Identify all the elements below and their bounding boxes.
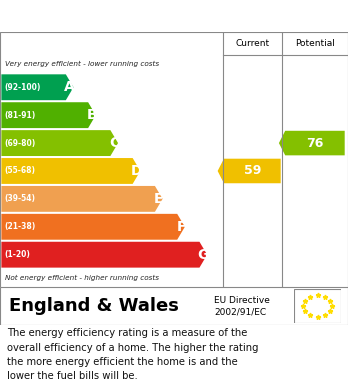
Text: A: A xyxy=(64,80,75,94)
Text: The energy efficiency rating is a measure of the
overall efficiency of a home. T: The energy efficiency rating is a measur… xyxy=(7,328,259,382)
Text: Energy Efficiency Rating: Energy Efficiency Rating xyxy=(9,9,230,23)
Text: (21-38): (21-38) xyxy=(4,222,35,231)
Text: (81-91): (81-91) xyxy=(4,111,35,120)
Polygon shape xyxy=(1,102,96,128)
Text: (92-100): (92-100) xyxy=(4,83,41,92)
Text: D: D xyxy=(131,164,142,178)
Polygon shape xyxy=(1,214,185,240)
Text: F: F xyxy=(176,220,186,234)
Text: E: E xyxy=(154,192,164,206)
Text: (39-54): (39-54) xyxy=(4,194,35,203)
Text: Potential: Potential xyxy=(295,39,335,48)
Polygon shape xyxy=(1,186,163,212)
Text: Not energy efficient - higher running costs: Not energy efficient - higher running co… xyxy=(5,275,159,281)
Text: EU Directive
2002/91/EC: EU Directive 2002/91/EC xyxy=(214,296,270,316)
Text: G: G xyxy=(198,248,209,262)
Polygon shape xyxy=(1,130,118,156)
Text: (1-20): (1-20) xyxy=(4,250,30,259)
Text: England & Wales: England & Wales xyxy=(9,297,179,315)
Text: 59: 59 xyxy=(244,165,261,178)
Text: 76: 76 xyxy=(307,136,324,150)
Polygon shape xyxy=(1,158,140,184)
Text: C: C xyxy=(109,136,119,150)
Text: (69-80): (69-80) xyxy=(4,138,35,147)
Text: B: B xyxy=(87,108,97,122)
Text: Current: Current xyxy=(235,39,269,48)
Polygon shape xyxy=(1,242,207,267)
Polygon shape xyxy=(218,159,281,183)
Text: (55-68): (55-68) xyxy=(4,167,35,176)
Polygon shape xyxy=(279,131,345,155)
Text: Very energy efficient - lower running costs: Very energy efficient - lower running co… xyxy=(5,61,159,67)
Polygon shape xyxy=(1,74,73,100)
